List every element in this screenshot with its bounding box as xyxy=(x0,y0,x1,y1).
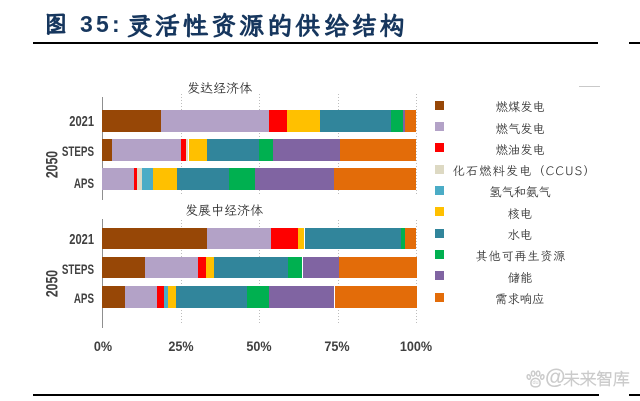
svg-text:du: du xyxy=(532,380,538,386)
